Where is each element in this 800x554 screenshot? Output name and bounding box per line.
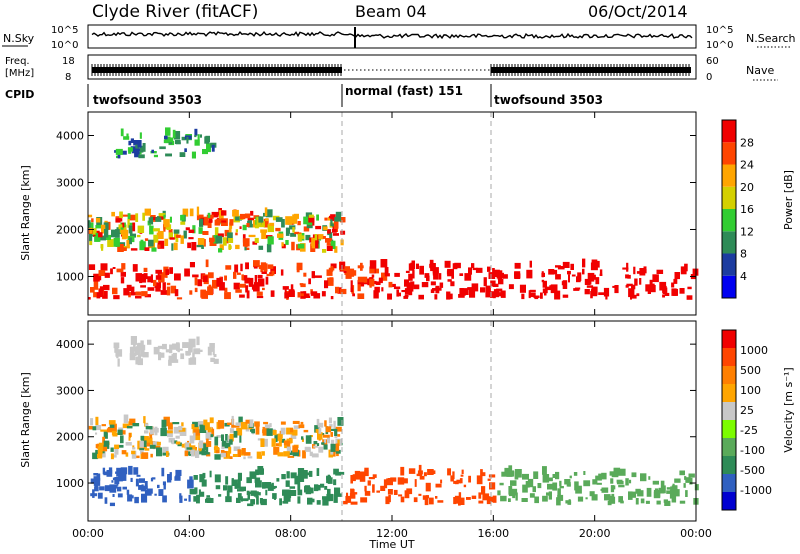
colorbar-tick: -100 (740, 444, 765, 457)
colorbar-swatch (722, 420, 736, 438)
x-tick-label: 20:00 (579, 527, 611, 540)
power-colorbar-label: Power [dB] (782, 170, 795, 230)
y-tick-label: 3000 (56, 384, 84, 397)
freq-unit: [MHz] (5, 68, 34, 79)
velocity-panel: 1000 2000 3000 4000 Slant Range [km] 1000 50… (19, 320, 795, 522)
noise-left-tick-top: 10^5 (51, 25, 78, 36)
colorbar-swatch (722, 209, 736, 232)
colorbar-swatch (722, 402, 736, 420)
colorbar-tick: 8 (740, 248, 747, 261)
y-tick-label: 4000 (56, 129, 84, 142)
colorbar-tick: 20 (740, 181, 754, 194)
power-ylabel: Slant Range [km] (19, 165, 32, 261)
colorbar-swatch (722, 120, 736, 143)
velocity-ylabel: Slant Range [km] (19, 372, 32, 468)
colorbar-tick: 100 (740, 384, 761, 397)
y-tick-label: 4000 (56, 338, 84, 351)
x-tick-label: 08:00 (275, 527, 307, 540)
x-tick-label: 00:00 (680, 527, 712, 540)
y-tick-label: 3000 (56, 176, 84, 189)
cpid-segment-3: twofsound 3503 (494, 93, 603, 107)
cpid-segment-2: normal (fast) 151 (345, 84, 463, 98)
colorbar-tick: -500 (740, 464, 765, 477)
colorbar-tick: 500 (740, 364, 761, 377)
freq-ticks (91, 64, 690, 76)
y-tick-label: 2000 (56, 223, 84, 236)
colorbar-tick: 28 (740, 136, 754, 149)
freq-frame (87, 54, 697, 80)
colorbar-swatch (722, 186, 736, 209)
noise-right-label: N.Search (746, 32, 796, 45)
colorbar-swatch (722, 366, 736, 384)
beam-title: Beam 04 (355, 2, 427, 21)
noise-panel: N.Sky 10^5 10^0 10^5 10^0 N.Search (2, 24, 796, 51)
x-tick-label: 12:00 (376, 527, 408, 540)
freq-panel: Freq. [MHz] 18 8 60 0 Nave (5, 54, 778, 83)
station-title: Clyde River (fitACF) (92, 2, 258, 22)
noise-frame (87, 24, 697, 49)
colorbar-swatch (722, 348, 736, 366)
colorbar-swatch (722, 142, 736, 165)
x-tick-label: 04:00 (173, 527, 205, 540)
nave-tick-top: 60 (706, 56, 719, 67)
colorbar-swatch (722, 456, 736, 474)
colorbar-swatch (722, 492, 736, 510)
velocity-colorbar-label: Velocity [m s⁻¹] (782, 367, 795, 452)
x-tick-label: 00:00 (72, 527, 104, 540)
power-heatmap (88, 127, 699, 300)
colorbar-tick: 12 (740, 225, 754, 238)
freq-bar-2 (491, 67, 691, 73)
y-tick-label: 2000 (56, 431, 84, 444)
freq-tick-bottom: 8 (65, 72, 71, 83)
x-axis-label: Time UT (368, 538, 414, 551)
noise-right-tick-bottom: 10^0 (706, 40, 733, 51)
noise-trace (91, 31, 693, 40)
colorbar-swatch (722, 275, 736, 298)
cpid-label: CPID (5, 88, 34, 101)
colorbar-tick: -25 (740, 424, 758, 437)
velocity-y-ticks: 1000 2000 3000 4000 (56, 338, 696, 490)
colorbar-tick: 1000 (740, 344, 768, 357)
colorbar-tick: 16 (740, 203, 754, 216)
nave-label: Nave (746, 64, 774, 77)
colorbar-swatch (722, 474, 736, 492)
colorbar-swatch (722, 384, 736, 402)
date-title: 06/Oct/2014 (588, 2, 688, 21)
power-colorbar: 28 24 20 16 12 8 4 (721, 119, 754, 299)
colorbar-tick: 25 (740, 404, 754, 417)
power-panel: 1000 2000 3000 4000 Slant Range [km] 28 24 20… (19, 111, 795, 316)
freq-tick-top: 18 (62, 56, 75, 67)
cpid-segment-1: twofsound 3503 (93, 93, 202, 107)
colorbar-swatch (722, 330, 736, 348)
y-tick-label: 1000 (56, 477, 84, 490)
x-tick-label: 16:00 (477, 527, 509, 540)
colorbar-tick: 4 (740, 270, 747, 283)
colorbar-swatch (722, 253, 736, 276)
velocity-heatmap (88, 336, 699, 507)
noise-left-tick-bottom: 10^0 (51, 40, 78, 51)
velocity-colorbar: 1000 500 100 25 -25 -100 -500 -1000 (721, 329, 772, 511)
noise-right-tick-top: 10^5 (706, 25, 733, 36)
y-tick-label: 1000 (56, 270, 84, 283)
colorbar-tick: 24 (740, 159, 754, 172)
colorbar-swatch (722, 231, 736, 254)
colorbar-swatch (722, 438, 736, 456)
power-y-ticks: 1000 2000 3000 4000 (56, 129, 696, 283)
freq-label: Freq. (5, 56, 30, 67)
colorbar-swatch (722, 164, 736, 187)
nave-tick-bottom: 0 (706, 72, 712, 83)
freq-bar-1 (92, 67, 342, 73)
colorbar-tick: -1000 (740, 484, 772, 497)
cpid-panel: CPID twofsound 3503 normal (fast) 151 tw… (5, 84, 603, 107)
x-axis-ticks: 00:00 04:00 08:00 12:00 16:00 20:00 00:00 (72, 112, 712, 540)
noise-left-label: N.Sky (3, 32, 35, 45)
